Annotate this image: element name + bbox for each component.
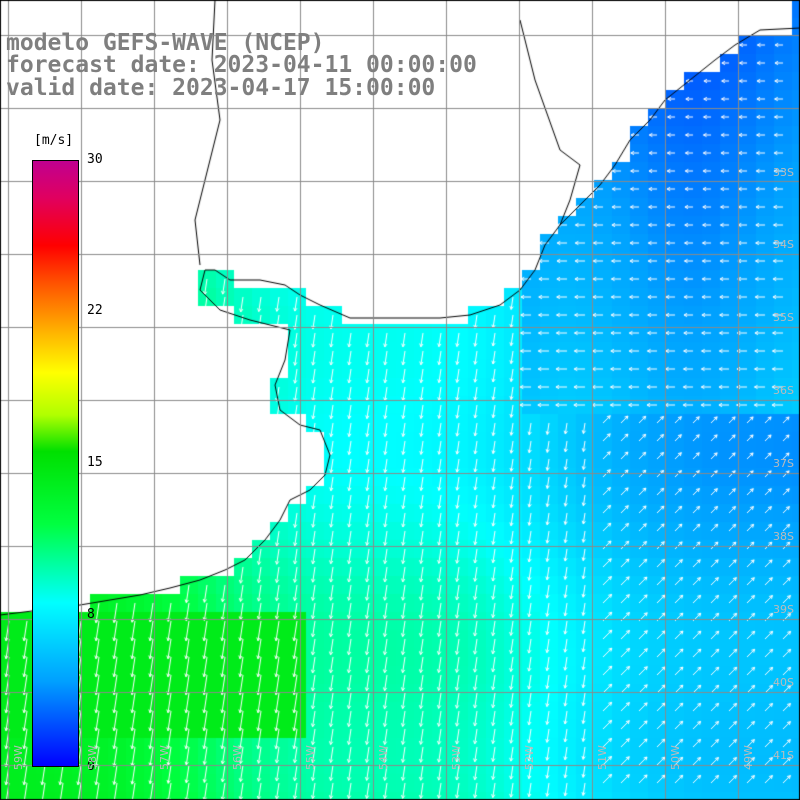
valid-date: valid date: 2023-04-17 15:00:00 [6, 75, 436, 101]
lat-label: 37S [773, 457, 794, 470]
lat-label: 36S [773, 384, 794, 397]
lon-label: 57W [158, 745, 171, 770]
lat-label: 33S [773, 166, 794, 179]
colorbar-tick: 15 [87, 455, 103, 470]
lon-label: 51W [596, 745, 609, 770]
lon-label: 53W [450, 745, 463, 770]
lat-label: 38S [773, 530, 794, 543]
forecast-date: forecast date: 2023-04-11 00:00:00 [6, 52, 477, 78]
colorbar-tick: 22 [87, 303, 103, 318]
lat-label: 39S [773, 603, 794, 616]
lat-label: 41S [773, 749, 794, 762]
colorbar [32, 160, 79, 767]
colorbar-unit: [m/s] [34, 133, 74, 148]
lon-label: 52W [523, 745, 536, 770]
colorbar-tick: 30 [87, 152, 103, 167]
model-title: modelo GEFS-WAVE (NCEP) [6, 30, 325, 56]
colorbar-tick: 8 [87, 607, 95, 622]
lat-label: 35S [773, 311, 794, 324]
lat-label: 34S [773, 238, 794, 251]
lon-label: 54W [377, 745, 390, 770]
lon-label: 56W [231, 745, 244, 770]
lat-label: 40S [773, 676, 794, 689]
lon-label: 58W [86, 745, 99, 770]
lon-label: 59W [12, 745, 25, 770]
lon-label: 49W [742, 745, 755, 770]
colorbar-tick: 0 [87, 759, 95, 774]
lon-label: 50W [669, 745, 682, 770]
lon-label: 55W [304, 745, 317, 770]
